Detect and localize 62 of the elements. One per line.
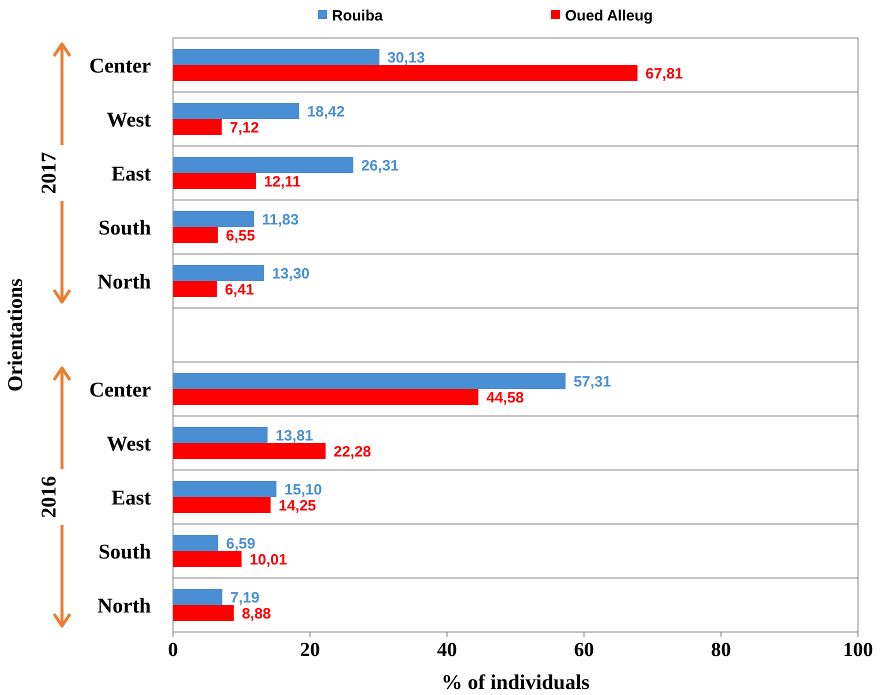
y-tick-label: South	[98, 539, 152, 564]
y-tick-label: North	[97, 593, 152, 618]
bar	[173, 535, 218, 551]
data-label: 10,01	[250, 551, 288, 568]
x-axis-title: % of individuals	[441, 670, 590, 694]
data-label: 11,83	[262, 211, 299, 228]
data-label: 13,30	[272, 265, 310, 282]
bar	[173, 49, 380, 65]
data-label: 6,41	[224, 281, 254, 298]
bar	[173, 119, 222, 135]
y-tick-label: South	[98, 215, 152, 240]
x-tick-label: 100	[843, 639, 873, 661]
y-tick-label: Center	[89, 53, 151, 78]
x-tick-label: 20	[300, 639, 320, 661]
y-tick-label: East	[111, 485, 151, 510]
legend-label: Oued Alleug	[565, 7, 653, 24]
data-label: 44,58	[486, 389, 524, 406]
y-tick-label: North	[97, 269, 152, 294]
data-label: 6,59	[226, 535, 256, 552]
bar	[173, 551, 242, 567]
y-tick-label: West	[106, 431, 152, 456]
bar	[173, 427, 268, 443]
text: 2017	[36, 152, 60, 194]
bar	[173, 281, 217, 297]
data-label: 7,19	[230, 589, 260, 606]
bar	[173, 605, 234, 621]
x-tick-label: 80	[711, 639, 731, 661]
y-tick-label: East	[111, 161, 151, 186]
data-label: 13,81	[276, 427, 314, 444]
data-label: 15,10	[284, 481, 322, 498]
y-axis-title: Orientations	[3, 278, 27, 392]
data-label: 6,55	[226, 227, 256, 244]
data-label: 14,25	[278, 497, 316, 514]
data-label: 12,11	[264, 173, 301, 190]
data-label: 22,28	[334, 443, 372, 460]
bar	[173, 443, 326, 459]
x-tick-label: 0	[168, 639, 178, 661]
bar	[173, 157, 354, 173]
data-label: 26,31	[361, 157, 399, 174]
text: 2016	[36, 476, 60, 518]
x-tick-label: 40	[437, 639, 457, 661]
data-label: 18,42	[307, 103, 345, 120]
data-label: 7,12	[230, 119, 259, 136]
x-tick-label: 60	[574, 639, 594, 661]
bar	[173, 227, 218, 243]
bar	[173, 265, 264, 281]
data-label: 8,88	[242, 605, 272, 622]
bar	[173, 211, 254, 227]
y-tick-label: Center	[89, 377, 151, 402]
legend-label: Rouiba	[332, 7, 384, 24]
y-tick-label: West	[106, 107, 152, 132]
bar	[173, 373, 566, 389]
bar	[173, 103, 300, 119]
bar	[173, 497, 271, 513]
data-label: 67,81	[646, 65, 684, 82]
data-label: 30,13	[387, 49, 425, 66]
bar	[173, 481, 276, 497]
data-label: 57,31	[574, 373, 612, 390]
bar	[173, 65, 638, 81]
bar	[173, 389, 478, 405]
bar	[173, 173, 256, 189]
bar	[173, 589, 222, 605]
